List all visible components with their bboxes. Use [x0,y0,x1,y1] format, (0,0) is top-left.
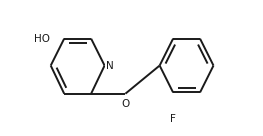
Text: HO: HO [33,34,49,44]
Text: F: F [170,114,176,124]
Text: N: N [106,61,114,71]
Text: O: O [121,99,129,109]
